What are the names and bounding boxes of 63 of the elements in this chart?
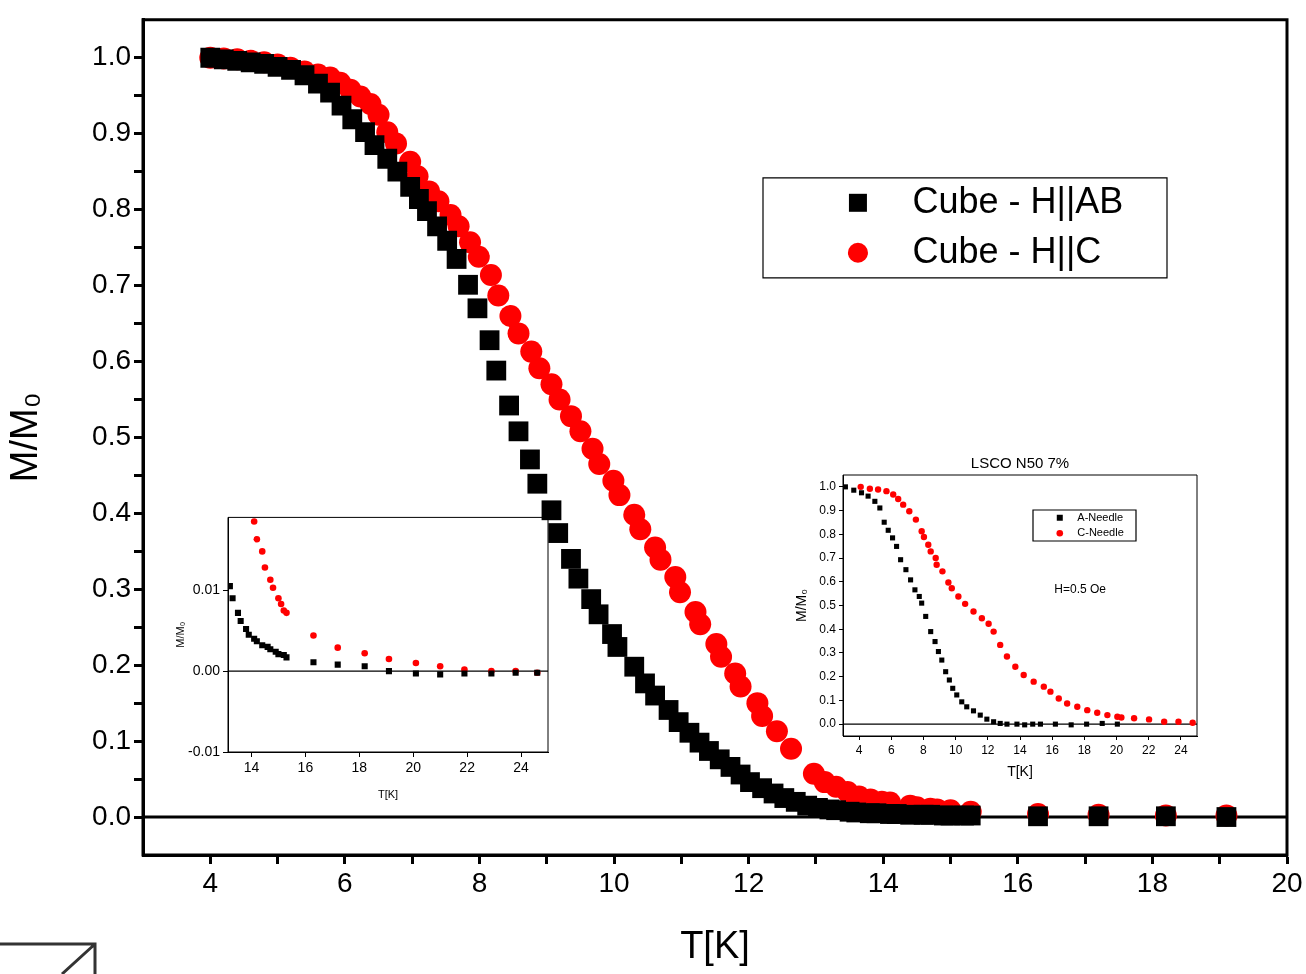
y-tick-label: 0.1: [92, 723, 131, 755]
x-tick-label: 6: [887, 742, 895, 757]
y-tick-label: 0.1: [819, 692, 837, 707]
x-tick-label: 18: [1136, 866, 1168, 898]
x-axis-title: T[K]: [680, 923, 750, 966]
x-tick-label: 22: [459, 759, 476, 776]
x-tick-label: 14: [867, 866, 899, 898]
y-tick-label: 0.2: [92, 647, 131, 679]
y-tick-label: 0.9: [92, 116, 131, 148]
y-axis-title: M/M₀: [3, 392, 46, 483]
y-tick-label: 0.01: [192, 581, 221, 598]
legend-label: C-Needle: [1077, 526, 1124, 539]
x-tick-label: 8: [471, 866, 488, 898]
y-tick-label: 0.9: [819, 502, 837, 517]
y-tick-label: 0.2: [819, 668, 837, 683]
x-axis-title: T[K]: [377, 788, 399, 801]
y-tick-label: 1.0: [819, 479, 837, 494]
y-tick-label: 0.7: [92, 268, 131, 300]
y-tick-label: 0.3: [819, 645, 837, 660]
legend-label: Cube - H||AB: [912, 179, 1124, 221]
x-tick-label: 14: [243, 759, 260, 776]
chart-title: LSCO N50 7%: [970, 453, 1070, 471]
annotation: H=0.5 Oe: [1054, 582, 1107, 597]
x-tick-label: 12: [981, 742, 995, 757]
x-tick-label: 4: [855, 742, 863, 757]
x-tick-label: 10: [598, 866, 630, 898]
x-tick-label: 22: [1142, 742, 1156, 757]
y-tick-label: 0.6: [92, 344, 131, 376]
x-tick-label: 24: [513, 759, 530, 776]
y-tick-label: 0.7: [819, 550, 837, 565]
x-tick-label: 18: [1077, 742, 1092, 757]
x-tick-label: 14: [1013, 742, 1027, 757]
y-tick-label: 0.5: [819, 597, 837, 612]
x-tick-label: 16: [297, 759, 314, 776]
x-tick-label: 20: [405, 759, 422, 776]
y-tick-label: 0.0: [92, 799, 131, 831]
y-tick-label: 0.3: [92, 571, 131, 603]
y-axis-title: M/M₀: [173, 621, 186, 648]
y-axis-title: M/M₀: [793, 588, 810, 623]
x-tick-label: 8: [920, 742, 928, 757]
y-tick-label: 0.6: [819, 574, 837, 589]
y-tick-label: 0.4: [819, 621, 837, 636]
y-tick-label: 1.0: [92, 40, 131, 72]
x-tick-label: 16: [1045, 742, 1060, 757]
x-tick-label: 18: [351, 759, 368, 776]
legend-label: Cube - H||C: [912, 229, 1102, 271]
x-tick-label: 4: [202, 866, 219, 898]
x-tick-label: 6: [337, 866, 353, 898]
y-tick-label: 0.00: [192, 661, 221, 678]
y-tick-label: 0.0: [819, 716, 837, 731]
legend-label: A-Needle: [1077, 510, 1124, 523]
x-tick-label: 12: [733, 866, 765, 898]
x-tick-label: 24: [1174, 742, 1188, 757]
x-axis-title: T[K]: [1007, 763, 1033, 780]
x-tick-label: 20: [1271, 866, 1303, 898]
x-tick-label: 16: [1002, 866, 1034, 898]
y-tick-label: 0.5: [92, 420, 131, 452]
y-tick-label: -0.01: [188, 742, 221, 759]
y-tick-label: 0.4: [92, 496, 131, 528]
y-tick-label: 0.8: [92, 192, 131, 224]
x-tick-label: 20: [1109, 742, 1124, 757]
x-tick-label: 10: [948, 742, 963, 757]
y-tick-label: 0.8: [819, 526, 837, 541]
